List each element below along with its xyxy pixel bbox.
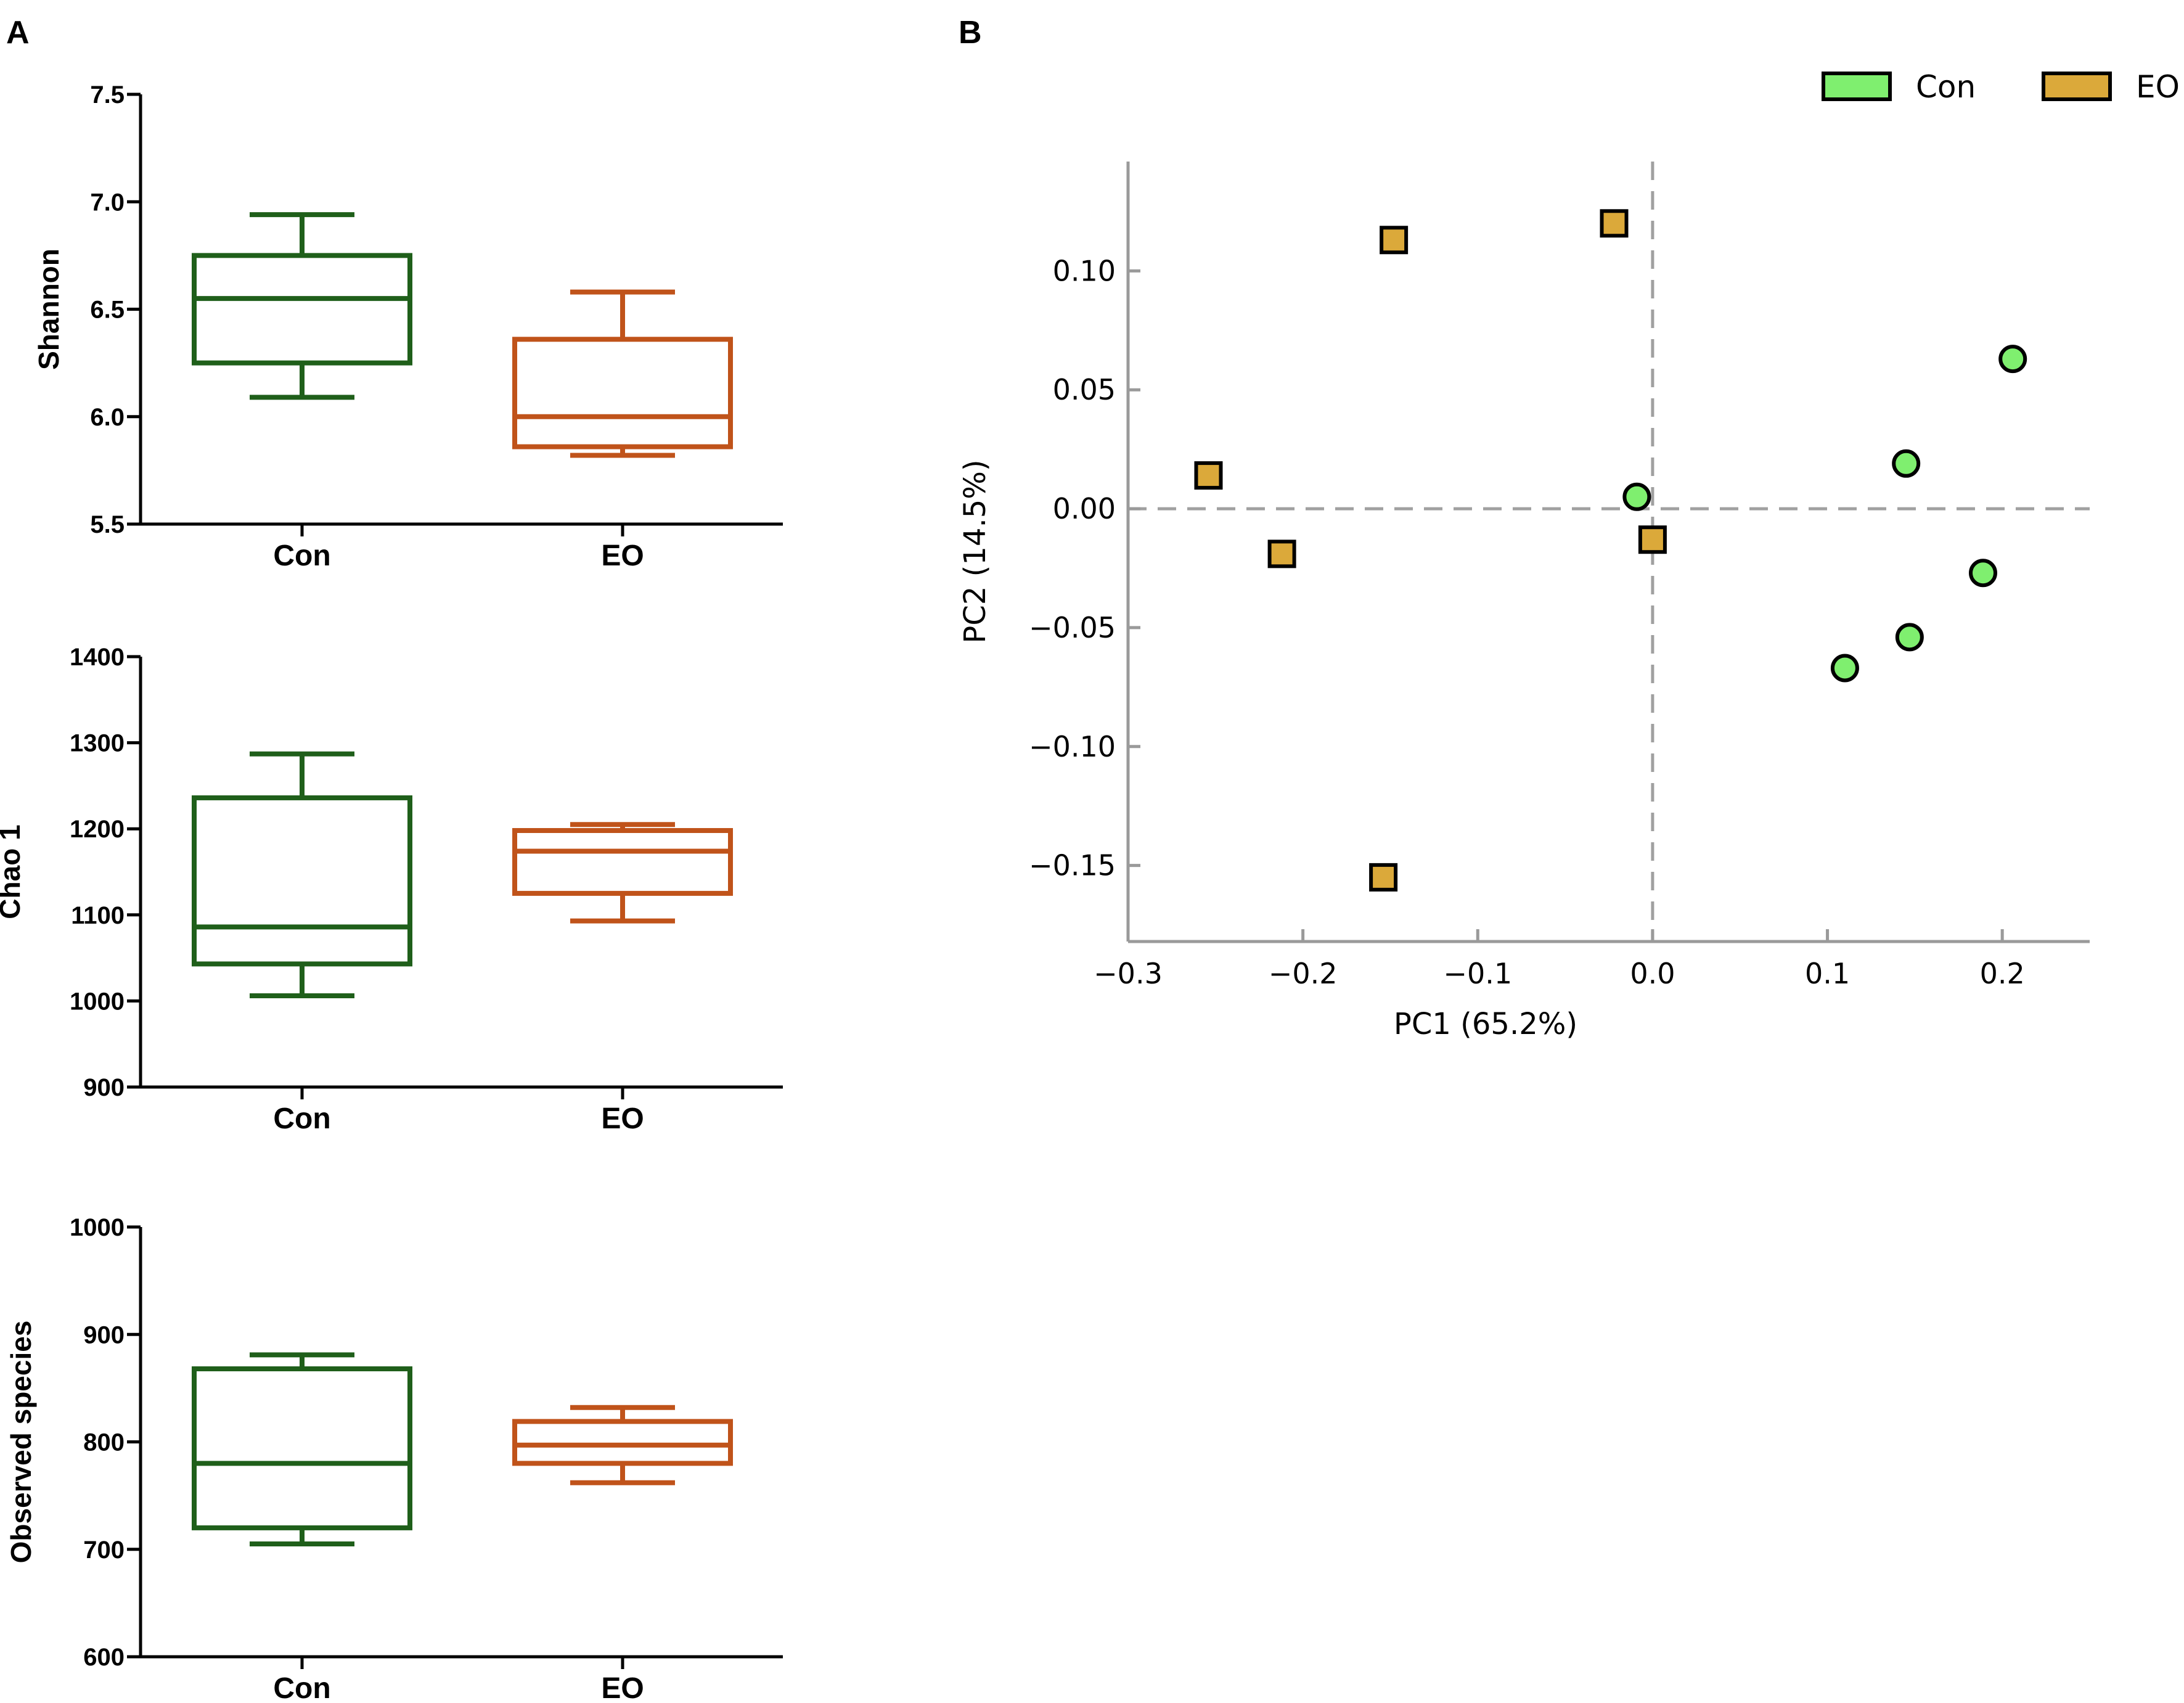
observed-species-y-tick-label: 700 <box>83 1537 125 1564</box>
pca-point-con <box>1998 345 2027 374</box>
shannon-y-axis-title: Shannon <box>33 248 65 370</box>
pca-point-con <box>1892 449 1921 478</box>
observed-species-x-label-con: Con <box>273 1672 330 1703</box>
observed-species-y-axis-title: Observed species <box>5 1321 37 1564</box>
chao-1-y-tick-label: 1000 <box>70 988 125 1015</box>
pca-x-tick-label: 0.1 <box>1805 957 1850 990</box>
pca-x-tick-label: −0.2 <box>1269 957 1338 990</box>
shannon-con-box <box>192 253 412 366</box>
pca-point-eo <box>1369 863 1398 892</box>
pca-y-tick-label: 0.10 <box>1053 254 1116 287</box>
pca-y-tick-label: −0.15 <box>1029 849 1116 882</box>
legend-label-eo: EO <box>2136 69 2180 105</box>
pca-y-tick-label: 0.05 <box>1053 373 1116 406</box>
pca-y-tick-label: −0.05 <box>1029 611 1116 644</box>
panel-b-label: B <box>959 15 982 51</box>
chao-1-con-box <box>192 795 412 967</box>
pca-point-eo <box>1267 540 1296 568</box>
observed-species-con-box <box>192 1366 412 1530</box>
pca-x-tick-label: −0.1 <box>1443 957 1512 990</box>
pca-y-tick-label: −0.10 <box>1029 730 1116 763</box>
shannon-y-tick-label: 7.5 <box>90 81 125 109</box>
chao-1-y-tick-label: 1300 <box>70 730 125 757</box>
chao-1-y-tick-label: 900 <box>83 1074 125 1101</box>
observed-species-eo-box <box>512 1419 733 1466</box>
observed-species-x-label-eo: EO <box>601 1672 644 1703</box>
chao-1-y-axis-title: Chao 1 <box>0 824 26 919</box>
pca-x-tick-label: 0.0 <box>1630 957 1675 990</box>
pca-point-eo <box>1194 461 1223 490</box>
shannon-boxplot: 5.5 6.0 6.5 7.0 7.5 Con EO Shannon <box>33 81 783 572</box>
pca-x-axis-title: PC1 (65.2%) <box>1394 1007 1577 1041</box>
legend-swatch-eo <box>2042 72 2112 101</box>
observed-species-y-tick-label: 600 <box>83 1644 125 1671</box>
chao-1-y-tick-label: 1200 <box>70 816 125 843</box>
observed-species-y-tick-label: 800 <box>83 1429 125 1456</box>
panel-a-label: A <box>6 15 30 51</box>
pca-point-con <box>1968 559 1997 588</box>
shannon-y-tick-label: 7.0 <box>90 189 125 216</box>
observed-species-boxplot: 600 700 800 900 1000 Con EO Observed species <box>5 1214 783 1703</box>
chao-1-y-tick-label: 1100 <box>71 902 125 929</box>
pca-point-eo <box>1380 226 1409 255</box>
pca-y-axis-title: PC2 (14.5%) <box>958 459 992 643</box>
pca-scatter-plot: −0.3 −0.2 −0.1 0.0 0.1 0.2 −0.15 −0.10 −0.05 0.00… <box>958 69 2180 1041</box>
chao-1-y-tick-label: 1400 <box>70 644 125 671</box>
legend-swatch-con <box>1822 72 1892 101</box>
pca-x-tick-label: 0.2 <box>1980 957 2025 990</box>
pca-point-con <box>1622 482 1651 511</box>
shannon-y-tick-label: 6.5 <box>90 297 125 324</box>
pca-y-tick-label: 0.00 <box>1053 492 1116 525</box>
chao-1-x-label-eo: EO <box>601 1102 644 1135</box>
shannon-x-label-con: Con <box>273 540 330 572</box>
pca-point-con <box>1830 654 1859 683</box>
observed-species-y-tick-label: 1000 <box>70 1214 125 1241</box>
shannon-y-tick-label: 5.5 <box>90 511 125 538</box>
observed-species-y-tick-label: 900 <box>83 1321 125 1348</box>
chao-1-x-label-con: Con <box>273 1102 330 1135</box>
legend-label-con: Con <box>1916 69 1976 105</box>
chao1-boxplot: 900 1000 1100 1200 1300 1400 Con EO Chao 1 <box>0 644 783 1135</box>
chao-1-eo-box <box>512 827 733 896</box>
shannon-x-label-eo: EO <box>601 540 644 572</box>
pca-point-con <box>1895 623 1924 652</box>
shannon-eo-box <box>512 337 733 449</box>
pca-point-eo <box>1638 525 1667 554</box>
shannon-y-tick-label: 6.0 <box>90 404 125 431</box>
pca-x-tick-label: −0.3 <box>1094 957 1163 990</box>
pca-point-eo <box>1600 209 1629 238</box>
